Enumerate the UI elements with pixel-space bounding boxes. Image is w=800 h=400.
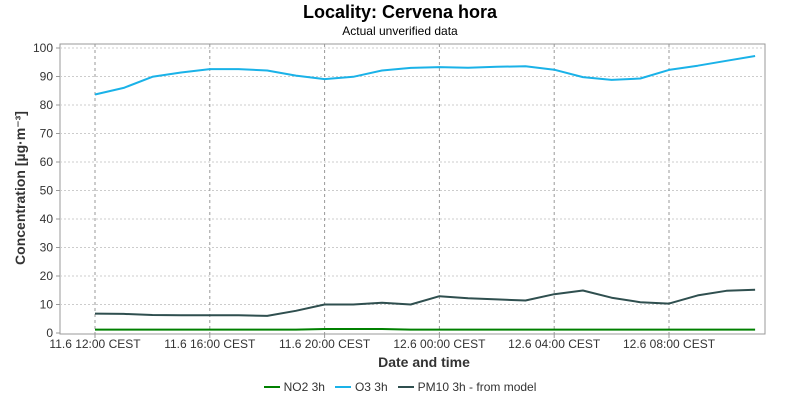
- series-lines: [94, 55, 756, 331]
- y-tick-label: 90: [40, 70, 54, 84]
- x-axis-label: Date and time: [378, 354, 470, 370]
- y-tick-label: 70: [40, 127, 54, 141]
- y-tick-label: 50: [40, 184, 54, 198]
- series-line-1: [94, 55, 756, 96]
- legend-label: NO2 3h: [283, 380, 325, 394]
- chart-title: Locality: Cervena hora: [302, 2, 498, 22]
- series-line-0: [95, 328, 756, 331]
- x-tick-label: 11.6 12:00 CEST: [49, 337, 141, 351]
- plot-area: [59, 43, 766, 335]
- vertical-gridlines: [94, 44, 670, 334]
- x-tick-label: 12.6 08:00 CEST: [623, 337, 716, 351]
- chart-legend: NO2 3h O3 3h PM10 3h - from model: [0, 380, 800, 394]
- series-line-2: [94, 288, 756, 317]
- y-tick-label: 0: [46, 326, 53, 340]
- y-tick-label: 20: [40, 269, 54, 283]
- legend-item: PM10 3h - from model: [397, 380, 537, 394]
- y-tick-label: 40: [40, 212, 54, 226]
- legend-label: O3 3h: [354, 380, 388, 394]
- y-tick-label: 100: [33, 41, 53, 55]
- x-tick-label: 11.6 16:00 CEST: [164, 337, 256, 351]
- y-axis-label: Concentration [µg·m⁻³]: [12, 111, 28, 265]
- legend-swatch: [263, 386, 280, 388]
- legend-item: NO2 3h: [263, 380, 325, 394]
- y-axis-ticks: 0 10 20 30 40 50 60 70 80 90 100: [33, 41, 60, 340]
- y-tick-label: 30: [40, 241, 54, 255]
- x-axis-ticks: 11.6 12:00 CEST 11.6 16:00 CEST 11.6 20:00…: [49, 334, 716, 351]
- legend-swatch: [334, 386, 351, 388]
- legend-item: O3 3h: [334, 380, 388, 394]
- y-tick-label: 10: [40, 298, 54, 312]
- horizontal-gridlines: [60, 47, 765, 305]
- chart-subtitle: Actual unverified data: [342, 24, 458, 38]
- y-tick-label: 80: [40, 98, 54, 112]
- x-tick-label: 11.6 20:00 CEST: [279, 337, 371, 351]
- x-tick-label: 12.6 04:00 CEST: [508, 337, 601, 351]
- y-tick-label: 60: [40, 155, 54, 169]
- legend-label: PM10 3h - from model: [417, 380, 537, 394]
- x-tick-label: 12.6 00:00 CEST: [393, 337, 486, 351]
- legend-swatch: [397, 386, 414, 388]
